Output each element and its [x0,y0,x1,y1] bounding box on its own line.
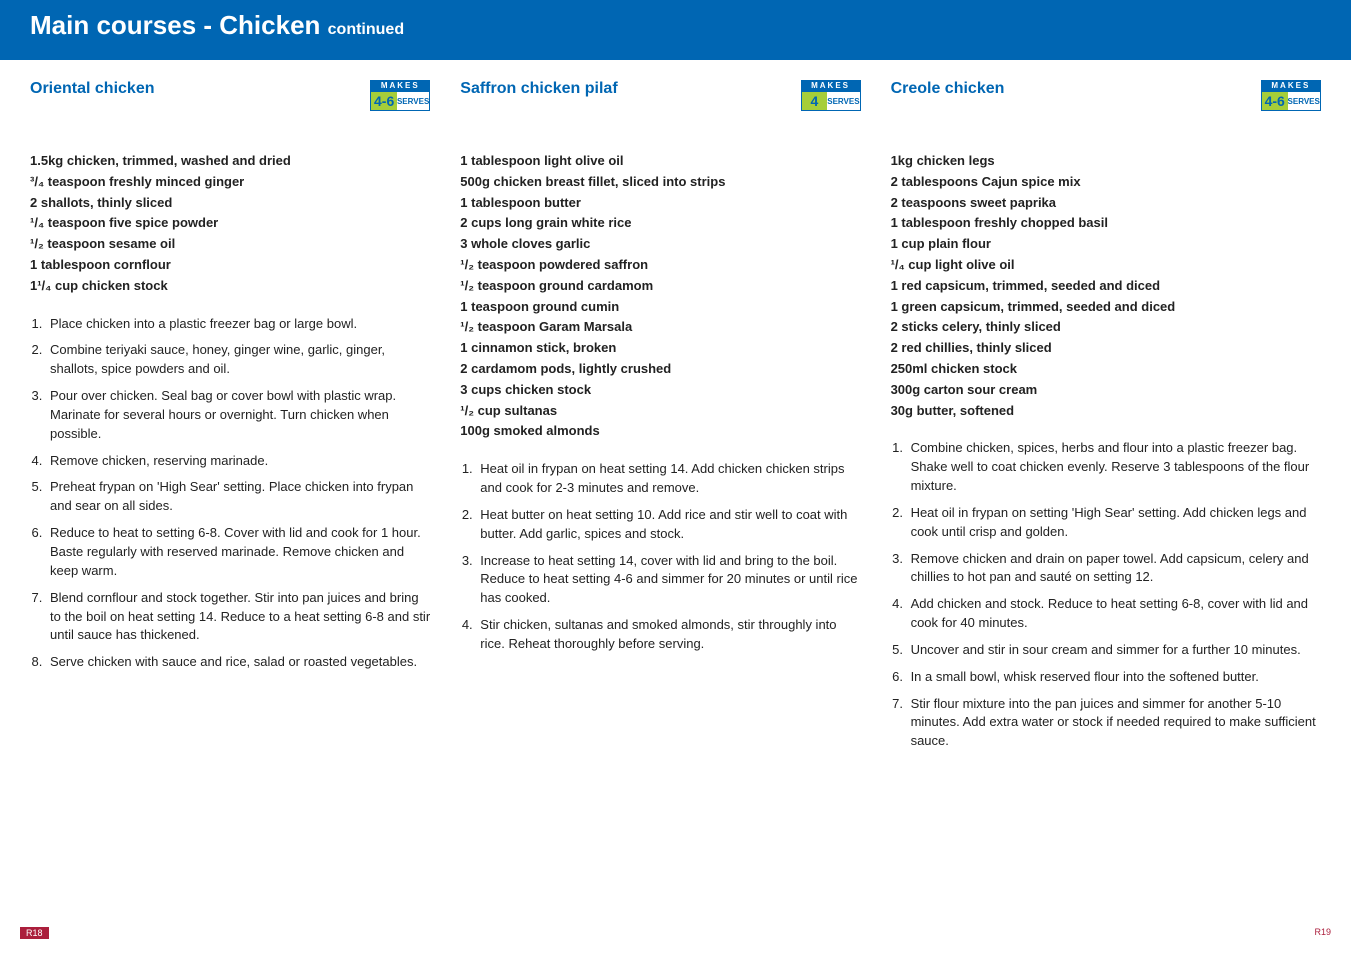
serves-number: 4-6 [371,92,397,110]
ingredient-line: ¹/₂ cup sultanas [460,401,860,422]
recipe-header: Saffron chicken pilaf MAKES 4 SERVES [460,80,860,111]
step-item: Combine teriyaki sauce, honey, ginger wi… [46,341,430,379]
step-item: Remove chicken, reserving marinade. [46,452,430,471]
ingredient-line: 1kg chicken legs [891,151,1321,172]
step-item: Add chicken and stock. Reduce to heat se… [907,595,1321,633]
steps-list: Place chicken into a plastic freezer bag… [30,315,430,673]
recipe-col-2: Saffron chicken pilaf MAKES 4 SERVES 1 t… [460,80,890,759]
ingredients-list: 1kg chicken legs2 tablespoons Cajun spic… [891,151,1321,421]
recipe-header: Creole chicken MAKES 4-6 SERVES [891,80,1321,111]
ingredient-line: ³/₄ teaspoon freshly minced ginger [30,172,430,193]
page-header: Main courses - Chicken continued [0,0,1351,60]
serves-label: SERVES [827,92,859,110]
ingredient-line: 1 cup plain flour [891,234,1321,255]
ingredients-list: 1 tablespoon light olive oil500g chicken… [460,151,860,442]
ingredient-line: 3 cups chicken stock [460,380,860,401]
ingredients-list: 1.5kg chicken, trimmed, washed and dried… [30,151,430,297]
makes-label: MAKES [370,80,430,91]
serves-bottom: 4-6 SERVES [1261,91,1321,111]
ingredient-line: 1 red capsicum, trimmed, seeded and dice… [891,276,1321,297]
ingredient-line: 2 sticks celery, thinly sliced [891,317,1321,338]
serves-bottom: 4-6 SERVES [370,91,430,111]
ingredient-line: ¹/₂ teaspoon sesame oil [30,234,430,255]
ingredient-line: 250ml chicken stock [891,359,1321,380]
ingredient-line: 500g chicken breast fillet, sliced into … [460,172,860,193]
ingredient-line: ¹/₂ teaspoon ground cardamom [460,276,860,297]
ingredient-line: ¹/₂ teaspoon powdered saffron [460,255,860,276]
step-item: Increase to heat setting 14, cover with … [476,552,860,609]
serves-bottom: 4 SERVES [801,91,861,111]
step-item: Pour over chicken. Seal bag or cover bow… [46,387,430,444]
ingredient-line: ¹/₄ cup light olive oil [891,255,1321,276]
ingredient-line: 1 cinnamon stick, broken [460,338,860,359]
step-item: Preheat frypan on 'High Sear' setting. P… [46,478,430,516]
serves-badge: MAKES 4-6 SERVES [370,80,430,111]
ingredient-line: 2 shallots, thinly sliced [30,193,430,214]
recipe-title: Creole chicken [891,80,1005,98]
ingredient-line: 300g carton sour cream [891,380,1321,401]
ingredient-line: 1¹/₄ cup chicken stock [30,276,430,297]
content-columns: Oriental chicken MAKES 4-6 SERVES 1.5kg … [0,60,1351,759]
ingredient-line: 1.5kg chicken, trimmed, washed and dried [30,151,430,172]
step-item: Remove chicken and drain on paper towel.… [907,550,1321,588]
recipe-title: Oriental chicken [30,80,155,98]
step-item: Uncover and stir in sour cream and simme… [907,641,1321,660]
title-sub: continued [328,21,404,38]
step-item: In a small bowl, whisk reserved flour in… [907,668,1321,687]
recipe-header: Oriental chicken MAKES 4-6 SERVES [30,80,430,111]
ingredient-line: 3 whole cloves garlic [460,234,860,255]
ingredient-line: 2 teaspoons sweet paprika [891,193,1321,214]
steps-list: Heat oil in frypan on heat setting 14. A… [460,460,860,654]
ingredient-line: ¹/₄ teaspoon five spice powder [30,213,430,234]
step-item: Stir chicken, sultanas and smoked almond… [476,616,860,654]
page-footer: R18 R19 [0,927,1351,939]
step-item: Heat oil in frypan on heat setting 14. A… [476,460,860,498]
step-item: Combine chicken, spices, herbs and flour… [907,439,1321,496]
ingredient-line: 100g smoked almonds [460,421,860,442]
ingredient-line: 1 tablespoon light olive oil [460,151,860,172]
ingredient-line: 2 tablespoons Cajun spice mix [891,172,1321,193]
ingredient-line: 2 cardamom pods, lightly crushed [460,359,860,380]
step-item: Place chicken into a plastic freezer bag… [46,315,430,334]
step-item: Heat oil in frypan on setting 'High Sear… [907,504,1321,542]
ingredient-line: ¹/₂ teaspoon Garam Marsala [460,317,860,338]
ingredient-line: 1 teaspoon ground cumin [460,297,860,318]
step-item: Blend cornflour and stock together. Stir… [46,589,430,646]
ingredient-line: 2 cups long grain white rice [460,213,860,234]
recipe-col-3: Creole chicken MAKES 4-6 SERVES 1kg chic… [891,80,1321,759]
step-item: Serve chicken with sauce and rice, salad… [46,653,430,672]
ingredient-line: 2 red chillies, thinly sliced [891,338,1321,359]
step-item: Heat butter on heat setting 10. Add rice… [476,506,860,544]
serves-label: SERVES [397,92,429,110]
serves-number: 4-6 [1262,92,1288,110]
recipe-col-1: Oriental chicken MAKES 4-6 SERVES 1.5kg … [30,80,460,759]
ingredient-line: 30g butter, softened [891,401,1321,422]
page-number-right: R19 [1314,927,1331,939]
makes-label: MAKES [1261,80,1321,91]
step-item: Stir flour mixture into the pan juices a… [907,695,1321,752]
ingredient-line: 1 green capsicum, trimmed, seeded and di… [891,297,1321,318]
steps-list: Combine chicken, spices, herbs and flour… [891,439,1321,751]
serves-label: SERVES [1288,92,1320,110]
serves-badge: MAKES 4-6 SERVES [1261,80,1321,111]
ingredient-line: 1 tablespoon butter [460,193,860,214]
page-number-left: R18 [20,927,49,939]
step-item: Reduce to heat to setting 6-8. Cover wit… [46,524,430,581]
title-main: Main courses - Chicken [30,10,320,40]
makes-label: MAKES [801,80,861,91]
ingredient-line: 1 tablespoon cornflour [30,255,430,276]
recipe-title: Saffron chicken pilaf [460,80,617,98]
serves-number: 4 [802,92,828,110]
page-title: Main courses - Chicken continued [30,10,404,41]
ingredient-line: 1 tablespoon freshly chopped basil [891,213,1321,234]
serves-badge: MAKES 4 SERVES [801,80,861,111]
